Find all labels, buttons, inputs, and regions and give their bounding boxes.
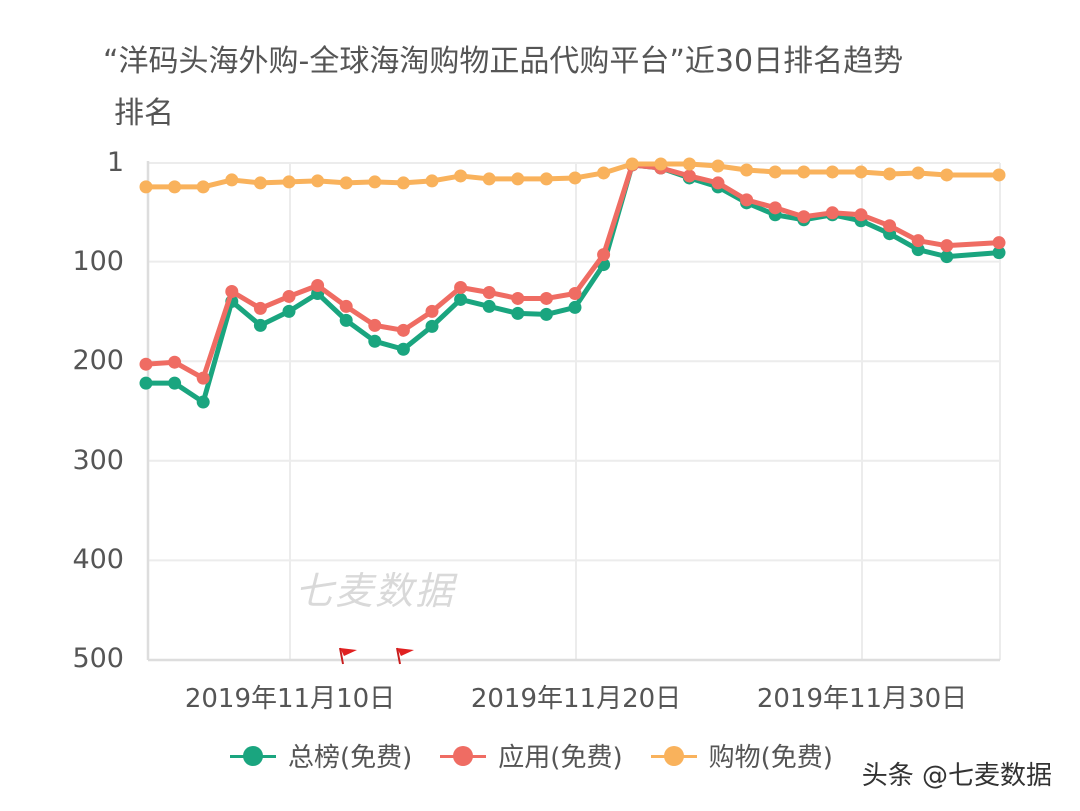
y-tick-400: 400 bbox=[72, 544, 124, 575]
legend-marker-icon bbox=[230, 745, 276, 766]
legend-item-overall[interactable]: 总榜(免费) bbox=[230, 737, 412, 774]
flag-icon bbox=[396, 647, 414, 665]
flag-icon bbox=[339, 647, 357, 665]
watermark: 七麦数据 bbox=[295, 569, 456, 613]
legend-marker-icon bbox=[440, 745, 487, 766]
legend-label: 购物(免费) bbox=[708, 743, 833, 773]
chart-legend: 总榜(免费) 应用(免费) 购物(免费) bbox=[230, 737, 833, 774]
grid-lines bbox=[146, 161, 1001, 662]
y-tick-500: 500 bbox=[72, 643, 124, 674]
y-tick-100: 100 bbox=[72, 246, 124, 277]
legend-label: 总榜(免费) bbox=[288, 743, 413, 773]
flag-annotations bbox=[339, 647, 414, 665]
chart-title: “洋码头海外购-全球海淘购物正品代购平台”近30日排名趋势 bbox=[103, 44, 904, 79]
y-tick-300: 300 bbox=[72, 445, 124, 476]
x-tick-nov10: 2019年11月10日 bbox=[184, 684, 396, 714]
y-tick-1: 1 bbox=[106, 147, 124, 178]
legend-marker-icon bbox=[650, 745, 697, 766]
source-credit: 头条 @七麦数据 bbox=[861, 761, 1052, 791]
legend-label: 应用(免费) bbox=[498, 743, 623, 773]
series-lines bbox=[139, 157, 1006, 409]
x-tick-nov30: 2019年11月30日 bbox=[756, 684, 968, 714]
legend-item-apps[interactable]: 应用(免费) bbox=[440, 737, 623, 774]
y-axis-title: 排名 bbox=[114, 96, 174, 131]
y-tick-200: 200 bbox=[72, 345, 124, 376]
legend-item-shopping[interactable]: 购物(免费) bbox=[650, 737, 833, 774]
x-tick-nov20: 2019年11月20日 bbox=[470, 684, 682, 714]
